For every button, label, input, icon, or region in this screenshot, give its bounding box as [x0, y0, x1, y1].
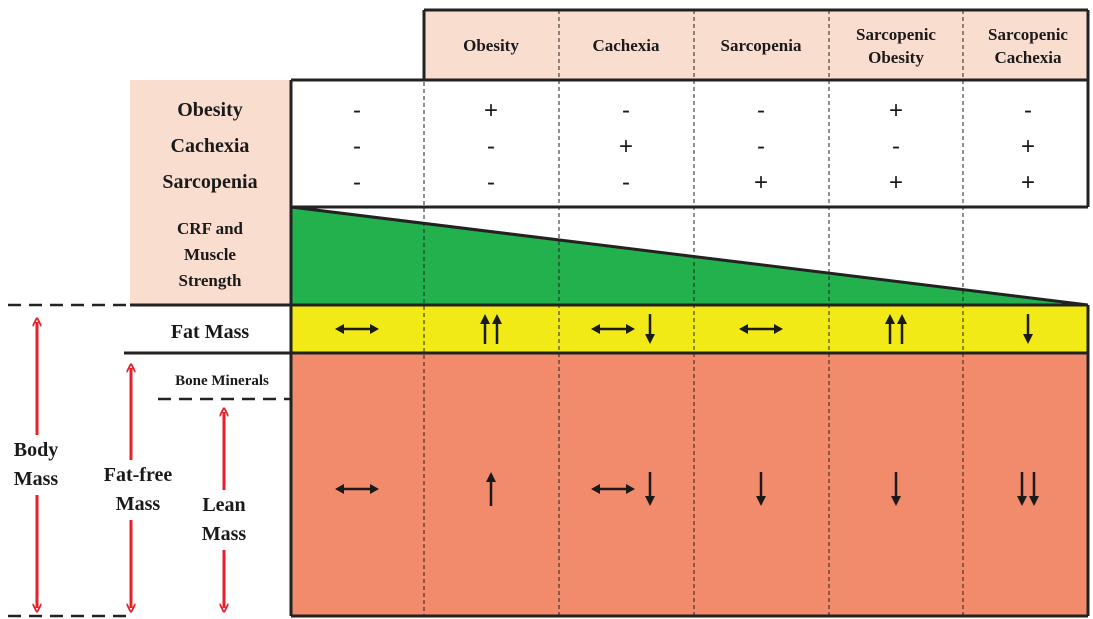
matrix-cell-obesity-2: - [622, 97, 630, 124]
lean-mass-change-4 [891, 472, 901, 506]
crf-label-bg [130, 207, 291, 305]
column-header-sarcopenic-obesity: Sarcopenic Obesity [856, 25, 936, 67]
fat-mass-changes [335, 314, 1033, 344]
fat-mass-change-0 [335, 324, 379, 334]
condition-label-sarcopenia: Sarcopenia [162, 171, 257, 193]
fat-mass-change-1 [480, 314, 502, 344]
matrix-cell-obesity-4: + [889, 97, 903, 124]
lean-mass-label: Lean Mass [202, 494, 247, 545]
matrix-cell-sarcopenia-2: - [622, 169, 630, 196]
matrix-cell-cachexia-0: - [353, 133, 361, 160]
fat-mass-change-2 [591, 314, 655, 344]
lean-mass-band [291, 353, 1088, 616]
matrix-cell-cachexia-5: + [1021, 133, 1035, 160]
matrix-cell-sarcopenia-0: - [353, 169, 361, 196]
column-dividers [423, 10, 964, 616]
condition-label-cachexia: Cachexia [171, 135, 250, 157]
column-header-cachexia: Cachexia [592, 36, 660, 55]
matrix-cell-cachexia-2: + [619, 133, 633, 160]
column-header-sarcopenic-cachexia: Sarcopenic Cachexia [988, 25, 1068, 67]
lean-mass-change-1 [486, 472, 496, 506]
body-mass-label: Body Mass [14, 439, 59, 490]
crf-strength-wedge [289, 205, 1089, 307]
matrix-cell-obesity-0: - [353, 97, 361, 124]
column-header-sarcopenia: Sarcopenia [721, 36, 802, 55]
lean-mass-change-0 [335, 484, 379, 494]
crf-label: CRF and Muscle Strength [177, 219, 244, 290]
lean-mass-change-3 [756, 472, 766, 506]
lean-mass-change-2 [591, 472, 655, 506]
lean-mass-change-5 [1017, 472, 1039, 506]
table-borders [289, 78, 1090, 618]
column-header-obesity: Obesity [463, 36, 519, 55]
matrix-cell-obesity-5: - [1024, 97, 1032, 124]
matrix-cell-obesity-3: - [757, 97, 765, 124]
matrix-cell-cachexia-4: - [892, 133, 900, 160]
lean-mass-changes [335, 472, 1039, 506]
fat-mass-change-3 [739, 324, 783, 334]
fat-mass-band [291, 305, 1088, 353]
fat-mass-change-4 [885, 314, 907, 344]
matrix-cell-sarcopenia-4: + [889, 169, 903, 196]
matrix-cell-cachexia-1: - [487, 133, 495, 160]
matrix-cell-sarcopenia-5: + [1021, 169, 1035, 196]
matrix-cell-sarcopenia-3: + [754, 169, 768, 196]
condition-matrix: - + - - + - - - + - - + - - - + + + [353, 97, 1035, 196]
condition-labels-bg [130, 80, 291, 207]
header-row-bg [424, 10, 1088, 80]
matrix-cell-cachexia-3: - [757, 133, 765, 160]
condition-labels: Obesity Cachexia Sarcopenia [162, 99, 257, 193]
matrix-cell-sarcopenia-1: - [487, 169, 495, 196]
column-headers: Obesity Cachexia Sarcopenia Sarcopenic Ob… [463, 25, 1068, 67]
fat-mass-change-5 [1023, 314, 1033, 344]
fat-mass-label: Fat Mass [171, 321, 250, 343]
bone-minerals-label: Bone Minerals [175, 373, 269, 389]
reference-dashes [8, 303, 291, 618]
condition-label-obesity: Obesity [177, 99, 243, 121]
matrix-cell-obesity-1: + [484, 97, 498, 124]
fat-free-mass-label: Fat-free Mass [104, 464, 173, 515]
